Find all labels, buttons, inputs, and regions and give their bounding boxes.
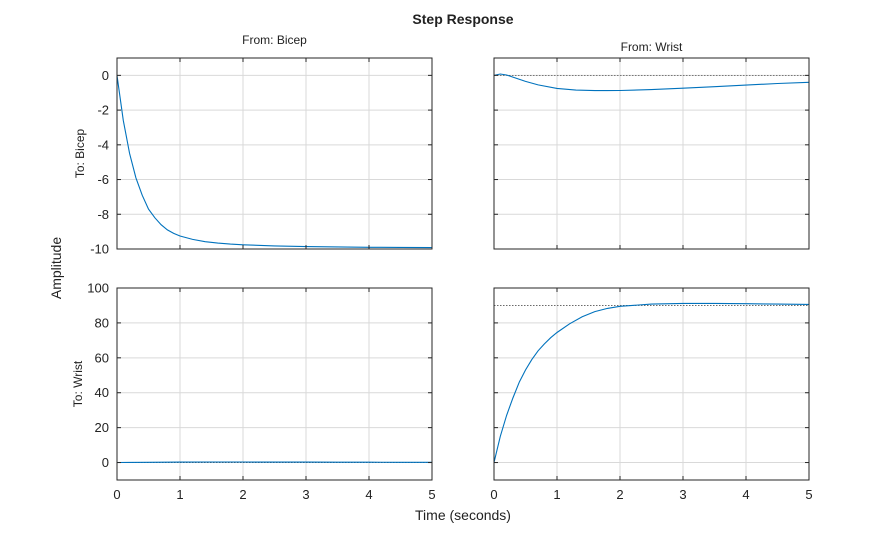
figure-title: Step Response [412, 11, 513, 27]
figure-xlabel: Time (seconds) [415, 507, 511, 523]
axes-box [116, 57, 433, 250]
figure-ylabel: Amplitude [48, 237, 64, 299]
y-tick-label: 20 [95, 420, 109, 435]
subplot-ylabel: To: Bicep [73, 128, 87, 178]
series-line [493, 73, 810, 92]
subplot-title: From: Wrist [621, 40, 683, 54]
y-tick-label: 0 [102, 455, 109, 470]
axes-box [493, 57, 810, 250]
y-tick-label: -10 [90, 242, 109, 257]
axes-box [116, 287, 433, 481]
x-tick-label: 0 [490, 487, 497, 502]
x-tick-label: 3 [679, 487, 686, 502]
subplot-bicep-to-wrist: 0 1 2 3 4 5 0 20 40 60 80 100 To: Wrist [71, 281, 436, 503]
y-tick-label: -6 [97, 172, 109, 187]
subplot-title: From: Bicep [242, 33, 307, 47]
y-tick-label: -2 [97, 103, 109, 118]
y-tick-label: 80 [95, 315, 109, 330]
y-tick-label: 40 [95, 385, 109, 400]
x-tick-label: 2 [616, 487, 623, 502]
x-tick-label: 5 [805, 487, 812, 502]
subplot-bicep-to-bicep: 0 -2 -4 -6 -8 -10 From: Bicep To: Bicep [73, 33, 433, 257]
series-line [493, 302, 810, 463]
x-tick-label: 2 [239, 487, 246, 502]
y-tick-label: 0 [102, 68, 109, 83]
y-tick-label: 100 [87, 281, 109, 296]
x-tick-label: 5 [428, 487, 435, 502]
series-line [116, 461, 432, 464]
y-tick-label: 60 [95, 350, 109, 365]
x-tick-label: 4 [365, 487, 372, 502]
axes-box [493, 287, 810, 481]
subplot-wrist-to-bicep: From: Wrist [493, 40, 810, 250]
y-tick-label: -4 [97, 137, 109, 152]
x-tick-label: 1 [553, 487, 560, 502]
y-tick-label: -8 [97, 207, 109, 222]
subplot-ylabel: To: Wrist [71, 360, 85, 407]
subplot-wrist-to-wrist: 0 1 2 3 4 5 [490, 287, 813, 502]
x-tick-label: 0 [113, 487, 120, 502]
x-tick-label: 3 [302, 487, 309, 502]
x-tick-label: 4 [742, 487, 749, 502]
series-line [116, 75, 433, 249]
x-tick-label: 1 [176, 487, 183, 502]
